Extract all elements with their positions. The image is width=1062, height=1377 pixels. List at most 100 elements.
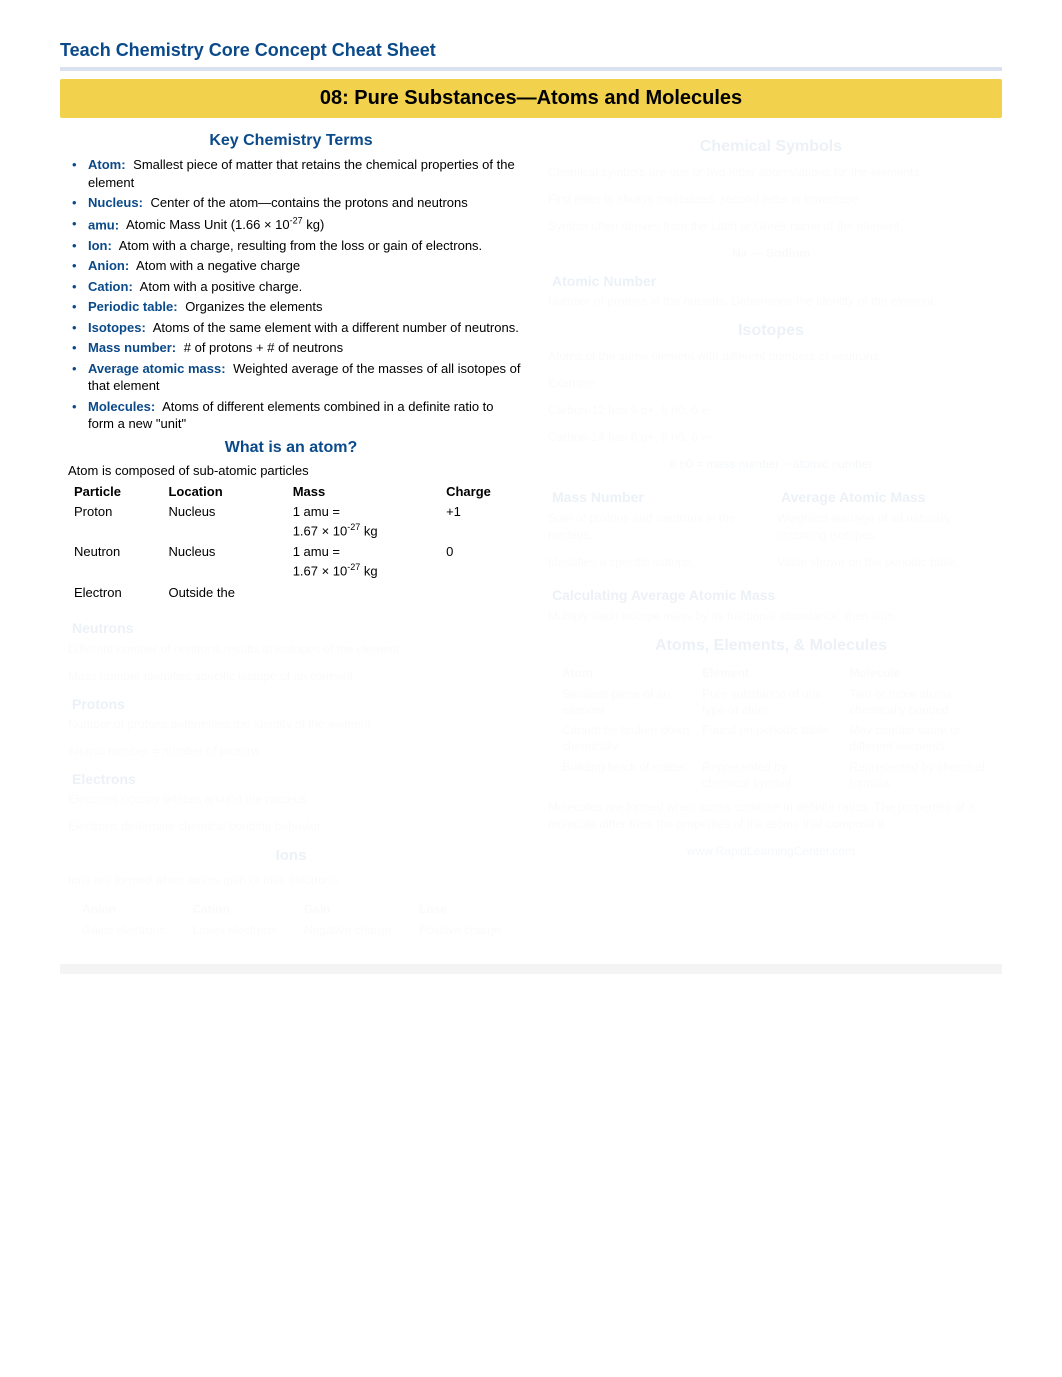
term-definition: Center of the atom—contains the protons …: [143, 195, 468, 210]
calc-avg-mass-heading: Calculating Average Atomic Mass: [552, 586, 994, 606]
isotope-ex-1: Carbon-12 has 6 p+, 6 n0, 6 e−: [548, 402, 994, 419]
term-name: amu:: [88, 217, 119, 232]
ion-cell: Negative charge: [298, 920, 413, 940]
key-terms-list: Atom: Smallest piece of matter that reta…: [60, 156, 522, 433]
ion-header: Lose: [413, 899, 522, 920]
chemsym-line-3: Symbol often derives from the Latin or G…: [548, 218, 994, 235]
mass-number-heading: Mass Number: [552, 488, 765, 508]
term-item: Mass number: # of protons + # of neutron…: [78, 339, 522, 357]
term-definition: Atom with a positive charge.: [133, 279, 302, 294]
hidden-text-2: Mass number identifies specific isotope …: [68, 668, 514, 685]
particle-cell: [287, 582, 440, 604]
calc-text: Multiply each isotope mass by its fracti…: [548, 608, 994, 625]
isotope-formula: # n0 = mass number − atomic number: [548, 456, 994, 473]
particle-header: Particle: [68, 482, 162, 501]
term-item: amu: Atomic Mass Unit (1.66 × 10-27 kg): [78, 215, 522, 234]
ion-header: Cation: [187, 899, 298, 920]
term-definition: Atom with a negative charge: [129, 258, 300, 273]
subhead-protons: Protons: [72, 695, 514, 715]
term-definition: Atoms of the same element with a differe…: [146, 320, 519, 335]
term-name: Atom:: [88, 157, 126, 172]
term-name: Ion:: [88, 238, 112, 253]
particle-cell: [440, 582, 530, 604]
table-row: Building block of matter Represented by c…: [556, 757, 1002, 793]
hidden-text-4: Atomic number = number of protons: [68, 743, 514, 760]
term-item: Periodic table: Organizes the elements: [78, 298, 522, 316]
ion-header: Anion: [76, 899, 187, 920]
term-name: Cation:: [88, 279, 133, 294]
term-name: Molecules:: [88, 399, 155, 414]
isotopes-heading: Isotopes: [548, 320, 994, 342]
avg-mass-heading: Average Atomic Mass: [781, 488, 994, 508]
subhead-electrons: Electrons: [72, 770, 514, 790]
term-item: Ion: Atom with a charge, resulting from …: [78, 237, 522, 255]
atomic-number-heading: Atomic Number: [552, 272, 994, 292]
term-item: Atom: Smallest piece of matter that reta…: [78, 156, 522, 191]
particle-cell: Outside the: [162, 582, 286, 604]
banner-title: 08: Pure Substances—Atoms and Molecules: [60, 79, 1002, 118]
chemical-symbols-heading: Chemical Symbols: [548, 136, 994, 158]
hidden-text-3: Number of protons determines the identit…: [68, 716, 514, 733]
final-note: Molecules are formed when atoms combine …: [548, 799, 994, 833]
table-row: Cannot be broken down chemicallyFound on…: [556, 720, 1002, 756]
chemsym-line-2: First letter is always capitalized; seco…: [548, 191, 994, 208]
mn-line-2: Identifies a specific isotope.: [548, 554, 765, 571]
left-blurred-region: Neutrons Different number of neutrons re…: [60, 609, 522, 949]
ions-heading: Ions: [68, 845, 514, 866]
particle-cell: +1: [440, 501, 530, 541]
chemsym-line-1: Chemical symbols are one or two letter a…: [548, 164, 994, 181]
hidden-text-1: Different number of neutrons results in …: [68, 641, 514, 658]
term-definition: Atom with a charge, resulting from the l…: [112, 238, 482, 253]
footer-bar: [60, 964, 1002, 974]
subhead-neutrons: Neutrons: [72, 619, 514, 639]
key-terms-heading: Key Chemistry Terms: [60, 132, 522, 150]
table-row: Smallest piece of an elementPure substan…: [556, 684, 1002, 720]
ions-intro: Ions are formed when atoms gain or lose …: [68, 872, 514, 889]
term-definition: # of protons + # of neutrons: [176, 340, 343, 355]
table-row: ElectronOutside the: [68, 582, 530, 604]
term-definition: Smallest piece of matter that retains th…: [88, 157, 515, 190]
term-name: Anion:: [88, 258, 129, 273]
table-row: NeutronNucleus1 amu =1.67 × 10-27 kg0: [68, 541, 530, 581]
ion-table: AnionCationGainLose Gains electronsLoses…: [76, 899, 522, 940]
hidden-text-6: Electrons determine chemical bonding beh…: [68, 818, 514, 835]
isotope-ex-label: Example:: [548, 375, 994, 392]
mol-cell: Cannot be broken down chemically: [556, 720, 696, 756]
term-name: Nucleus:: [88, 195, 143, 210]
two-column-layout: Key Chemistry Terms Atom: Smallest piece…: [60, 126, 1002, 950]
am-line-2: Value shown on the periodic table.: [777, 554, 994, 571]
molecules-heading: Atoms, Elements, & Molecules: [548, 635, 994, 657]
isotopes-text: Atoms of the same element with different…: [548, 348, 994, 365]
mol-cell: Two or more atoms chemically bonded: [843, 684, 1002, 720]
right-column: Chemical Symbols Chemical symbols are on…: [540, 126, 1002, 950]
particle-cell: Neutron: [68, 541, 162, 581]
particle-table: ParticleLocationMassCharge ProtonNucleus…: [68, 482, 530, 603]
mol-cell: Building block of matter: [556, 757, 696, 793]
particle-cell: Electron: [68, 582, 162, 604]
mol-header: Element: [696, 663, 843, 684]
term-name: Average atomic mass:: [88, 361, 226, 376]
hidden-text-5: Electrons occupy orbitals around the nuc…: [68, 791, 514, 808]
molecules-table: AtomElementMolecule Smallest piece of an…: [556, 663, 1002, 793]
mol-header: Atom: [556, 663, 696, 684]
ion-cell: Gains electrons: [76, 920, 187, 940]
particle-header: Mass: [287, 482, 440, 501]
symbol-example: Na — Sodium: [548, 245, 994, 262]
term-item: Molecules: Atoms of different elements c…: [78, 398, 522, 433]
term-item: Isotopes: Atoms of the same element with…: [78, 319, 522, 337]
term-item: Average atomic mass: Weighted average of…: [78, 360, 522, 395]
am-line-1: Weighted average of all naturally occurr…: [777, 510, 994, 544]
mol-cell: Found on periodic table: [696, 720, 843, 756]
particle-cell: 1 amu =1.67 × 10-27 kg: [287, 541, 440, 581]
ion-header: Gain: [298, 899, 413, 920]
left-column: Key Chemistry Terms Atom: Smallest piece…: [60, 126, 522, 950]
what-is-atom-heading: What is an atom?: [60, 439, 522, 457]
atom-intro-text: Atom is composed of sub-atomic particles: [68, 463, 522, 478]
header-divider: [60, 67, 1002, 71]
mn-line-1: Sum of protons and neutrons in the nucle…: [548, 510, 765, 544]
term-name: Periodic table:: [88, 299, 178, 314]
term-definition: Atomic Mass Unit (1.66 × 10-27 kg): [119, 217, 324, 232]
page-title: Teach Chemistry Core Concept Cheat Sheet: [60, 40, 1002, 61]
mol-cell: Represented by chemical formula: [843, 757, 1002, 793]
particle-cell: Nucleus: [162, 541, 286, 581]
